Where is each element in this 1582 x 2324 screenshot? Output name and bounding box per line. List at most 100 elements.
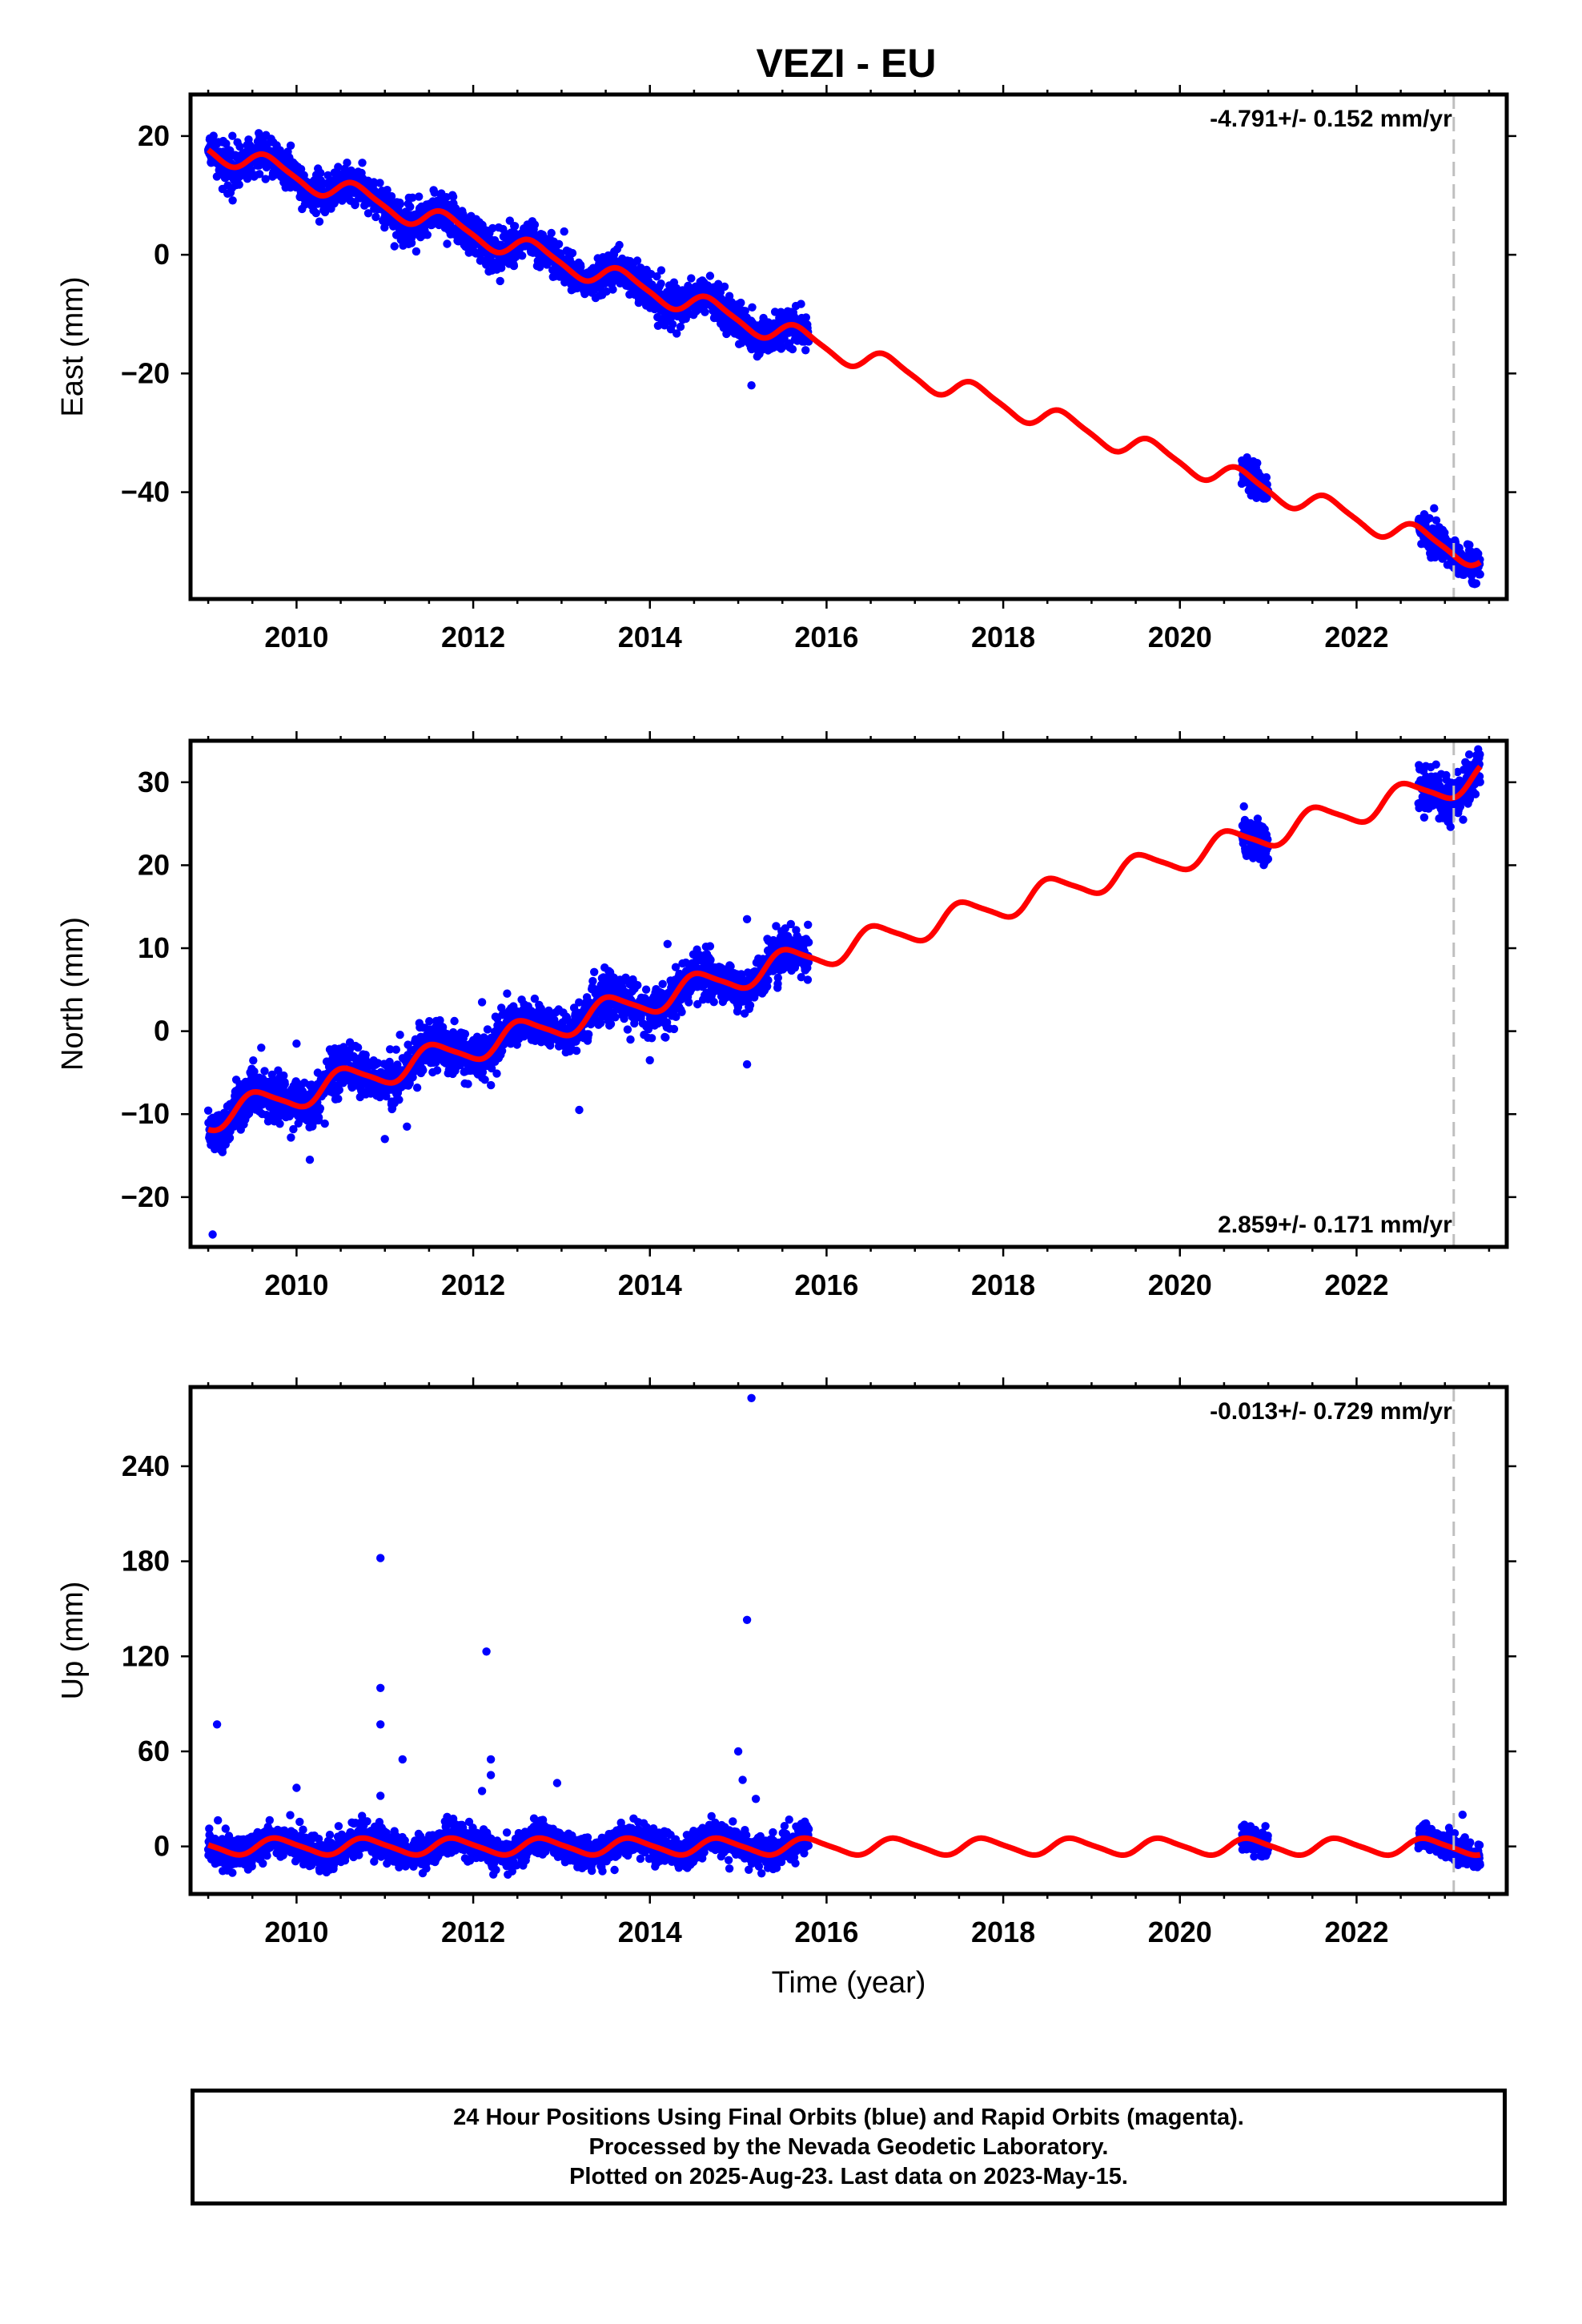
data-point <box>647 1034 656 1043</box>
data-point <box>568 248 577 258</box>
data-point <box>801 313 810 322</box>
data-point <box>335 1085 343 1095</box>
data-point <box>503 989 512 998</box>
data-point <box>244 1109 254 1118</box>
data-point <box>448 192 458 201</box>
data-point <box>572 1046 581 1055</box>
data-point <box>611 1013 620 1022</box>
data-point <box>279 1071 288 1080</box>
data-point <box>1425 514 1434 523</box>
data-point <box>510 222 520 231</box>
data-point <box>314 1113 323 1122</box>
data-point <box>287 1133 295 1142</box>
data-point <box>492 1069 501 1078</box>
data-point <box>209 131 218 140</box>
data-point <box>1431 516 1441 525</box>
data-point <box>390 242 399 251</box>
data-point <box>228 196 237 205</box>
data-point <box>222 139 231 148</box>
data-point <box>286 141 295 150</box>
data-point <box>311 208 320 218</box>
y-axis-label: East (mm) <box>56 276 90 416</box>
data-point <box>554 239 564 248</box>
data-point <box>509 261 519 271</box>
data-point <box>255 170 264 179</box>
data-point <box>460 1029 470 1039</box>
data-point <box>764 975 773 985</box>
x-tick-label: 2022 <box>1324 621 1388 653</box>
data-point <box>261 175 270 183</box>
data-point <box>709 998 718 1007</box>
y-tick-label: −40 <box>121 476 170 509</box>
data-point <box>375 179 384 187</box>
data-point <box>705 942 715 951</box>
data-point <box>1472 579 1481 588</box>
data-point <box>464 1080 472 1088</box>
panel-north: 2010 2012 2014 2016 2018 2020 2022−20−10010203… <box>56 731 1516 1301</box>
data-point <box>203 1106 213 1116</box>
x-tick-label: 2014 <box>618 621 682 653</box>
data-point <box>334 1094 343 1104</box>
data-point <box>606 1019 616 1029</box>
data-point <box>789 312 799 321</box>
data-point <box>530 220 540 229</box>
data-point <box>590 967 599 977</box>
data-point <box>615 240 624 250</box>
east-plot-area <box>203 129 1484 589</box>
data-point <box>351 200 359 209</box>
y-tick-label: −20 <box>121 356 170 389</box>
data-point <box>745 1001 755 1010</box>
data-point <box>315 1104 325 1113</box>
data-point <box>363 209 373 218</box>
data-point <box>225 1133 235 1143</box>
data-point <box>250 1067 259 1076</box>
data-point <box>1430 504 1439 513</box>
data-point <box>395 1096 404 1104</box>
data-point <box>361 1051 370 1059</box>
data-point <box>705 271 715 280</box>
figure-title: VEZI - EU <box>756 41 936 86</box>
outlier-point <box>747 381 756 390</box>
data-point <box>720 282 729 292</box>
data-point <box>652 272 661 281</box>
data-point <box>235 143 244 151</box>
data-point <box>676 322 685 332</box>
data-point <box>641 985 651 994</box>
east-data-points <box>203 129 1484 589</box>
data-point <box>383 186 391 195</box>
data-point <box>243 175 252 183</box>
data-point <box>396 199 405 208</box>
data-point <box>584 1030 593 1039</box>
data-point <box>488 223 497 233</box>
data-point <box>701 308 709 316</box>
x-tick-label: 2016 <box>794 621 858 653</box>
data-point <box>450 1016 459 1026</box>
data-point <box>560 227 568 236</box>
rate-annotation: -4.791+/- 0.152 mm/yr <box>1210 106 1452 132</box>
data-point <box>249 1056 258 1065</box>
data-point <box>685 998 693 1007</box>
data-point <box>218 1148 227 1156</box>
data-point <box>289 1124 298 1134</box>
data-point <box>797 300 805 308</box>
data-point <box>668 320 677 329</box>
north-plot-area <box>203 745 1484 1239</box>
data-point <box>406 203 415 211</box>
data-point <box>748 303 757 312</box>
data-point <box>656 266 666 275</box>
data-point <box>1262 472 1271 482</box>
data-point <box>1465 541 1474 549</box>
data-point <box>677 1007 686 1017</box>
x-tick-label: 2018 <box>971 621 1035 653</box>
data-point <box>419 1066 428 1075</box>
data-point <box>801 346 810 355</box>
data-point <box>280 1080 289 1088</box>
data-point <box>358 159 367 167</box>
data-point <box>687 274 696 283</box>
data-point <box>1431 553 1439 562</box>
data-point <box>407 239 416 247</box>
data-point <box>371 212 380 222</box>
data-point <box>338 196 347 205</box>
data-point <box>316 168 325 178</box>
